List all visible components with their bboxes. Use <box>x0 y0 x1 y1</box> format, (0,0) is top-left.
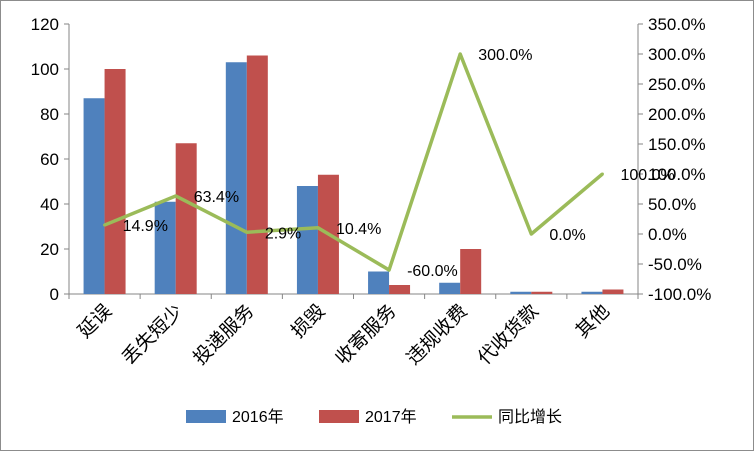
bar-2017 <box>104 69 126 294</box>
growth-data-label: -60.0% <box>407 263 458 280</box>
growth-data-label: 0.0% <box>549 227 585 244</box>
growth-data-label: 63.4% <box>194 189 239 206</box>
growth-point <box>529 232 533 236</box>
legend: 2016年 2017年 同比增长 <box>186 408 562 426</box>
bar-2016 <box>510 291 532 294</box>
category-label: 收寄服务 <box>331 300 400 369</box>
category-labels: 延误 丢失短少 投递服务 损毁 收寄服务 违规收费 代收货款 其他 <box>74 300 614 369</box>
left-tick-label: 80 <box>40 105 59 124</box>
axes: 0 20 40 60 80 100 120 -100.0% -50.0% 0.0% 50.0% 100… <box>31 15 712 304</box>
legend-swatch-2016 <box>186 410 226 423</box>
left-tick-label: 0 <box>50 285 59 304</box>
growth-point <box>174 194 178 198</box>
right-tick-label: 50.0% <box>648 195 696 214</box>
category-label: 投递服务 <box>189 300 258 369</box>
category-label: 其他 <box>572 300 614 342</box>
growth-data-label: 100.0% <box>620 167 674 184</box>
bar-2017 <box>389 285 411 294</box>
right-tick-label: 350.0% <box>648 15 706 34</box>
category-label: 损毁 <box>287 300 329 342</box>
right-tick-label: 0.0% <box>648 225 687 244</box>
legend-label-2016: 2016年 <box>232 408 284 426</box>
growth-data-label: 10.4% <box>336 221 381 238</box>
bar-2016 <box>83 98 105 294</box>
bar-2017 <box>460 249 482 294</box>
category-label: 违规收费 <box>402 300 471 369</box>
growth-series-line <box>103 52 604 272</box>
left-tick-label: 100 <box>31 60 59 79</box>
category-label: 延误 <box>74 300 116 342</box>
growth-point <box>600 172 604 176</box>
bar-2016 <box>581 291 603 294</box>
left-tick-label: 20 <box>40 240 59 259</box>
bar-2017 <box>531 291 553 294</box>
right-tick-label: 250.0% <box>648 75 706 94</box>
left-tick-label: 60 <box>40 150 59 169</box>
growth-point <box>387 268 391 272</box>
right-tick-label: 150.0% <box>648 135 706 154</box>
right-tick-label: 200.0% <box>648 105 706 124</box>
right-tick-label: -100.0% <box>648 285 711 304</box>
right-tick-label: 300.0% <box>648 45 706 64</box>
bar-2016 <box>154 201 176 294</box>
bar-2016 <box>368 271 390 294</box>
category-label: 丢失短少 <box>118 300 187 369</box>
bar-2016 <box>296 186 318 294</box>
bar-2017 <box>246 55 268 294</box>
growth-point <box>245 230 249 234</box>
bar-2017 <box>175 143 197 294</box>
bar-2016 <box>225 62 247 294</box>
growth-data-label: 2.9% <box>265 225 301 242</box>
right-tick-label: -50.0% <box>648 255 702 274</box>
growth-point <box>103 223 107 227</box>
right-tick-label: 100.0% <box>648 165 706 184</box>
bar-2017 <box>602 289 624 294</box>
data-labels: 14.9% 63.4% 2.9% 10.4% -60.0% 300.0% 0.0% 100.0… <box>123 47 675 280</box>
left-tick-label: 40 <box>40 195 59 214</box>
growth-point <box>458 52 462 56</box>
legend-swatch-2017 <box>319 410 359 423</box>
bar-2016 <box>439 282 461 294</box>
growth-line <box>103 52 604 272</box>
growth-data-label: 14.9% <box>123 218 168 235</box>
bars <box>83 55 624 294</box>
legend-label-2017: 2017年 <box>365 408 417 426</box>
growth-point <box>316 226 320 230</box>
growth-data-label: 300.0% <box>478 47 532 64</box>
left-tick-label: 120 <box>31 15 59 34</box>
category-label: 代收货款 <box>474 300 543 369</box>
legend-label-growth: 同比增长 <box>498 408 562 426</box>
